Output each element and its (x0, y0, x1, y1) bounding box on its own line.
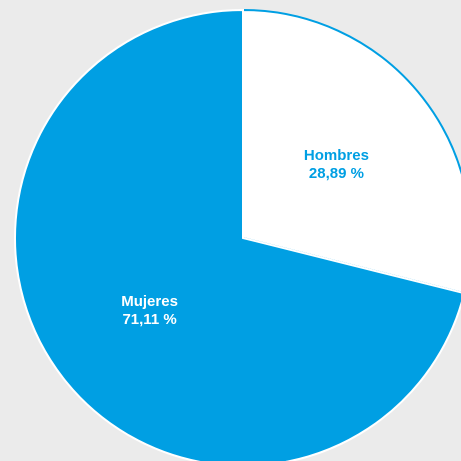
slice-value-label: 28,89 % (309, 165, 364, 182)
pie-slice (14, 8, 461, 461)
slice-value-label: 71,11 % (122, 311, 176, 328)
pie-slice (242, 8, 461, 294)
slice-label: Mujeres (121, 293, 178, 310)
slice-label: Hombres (304, 147, 369, 164)
